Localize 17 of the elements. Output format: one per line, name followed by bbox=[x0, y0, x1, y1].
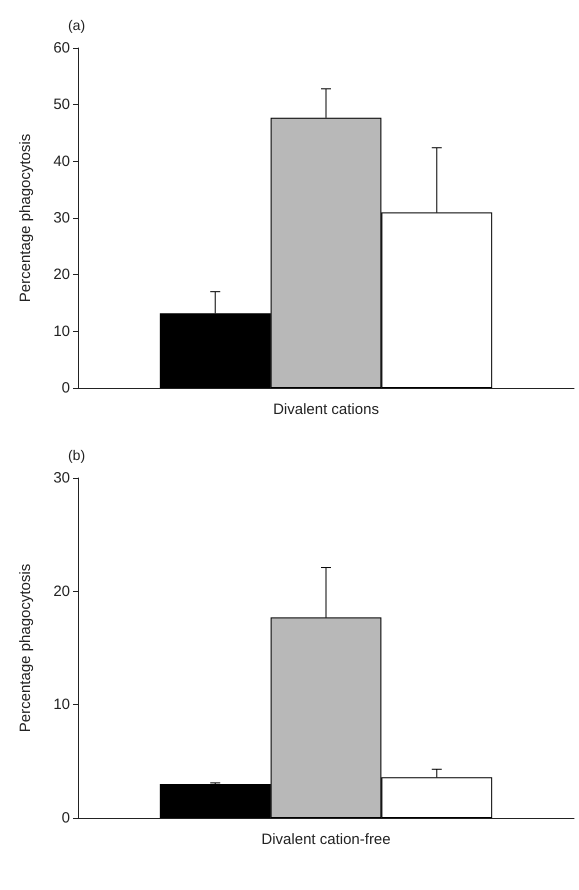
y-tick-label: 0 bbox=[62, 380, 70, 396]
y-tick-label: 30 bbox=[53, 210, 70, 226]
y-tick-label: 30 bbox=[53, 470, 70, 486]
x-tick-label: Divalent cation-free bbox=[261, 831, 391, 848]
y-tick-label: 60 bbox=[53, 40, 70, 56]
x-tick-label: Divalent cations bbox=[273, 401, 379, 418]
y-tick-label: 10 bbox=[53, 696, 70, 714]
y-tick-label: 50 bbox=[53, 96, 70, 114]
chart-title: (b) bbox=[68, 447, 86, 463]
y-axis-title: Percentage phagocytosis bbox=[17, 134, 34, 302]
chart-title: (a) bbox=[68, 17, 86, 33]
y-tick-label: 40 bbox=[53, 152, 70, 170]
y-tick-label: 20 bbox=[53, 266, 70, 284]
y-axis-title: Percentage phagocytosis bbox=[17, 564, 34, 732]
y-tick-label: 20 bbox=[53, 582, 70, 600]
y-tick-label: 10 bbox=[53, 322, 70, 340]
y-tick-label: 0 bbox=[62, 810, 70, 826]
